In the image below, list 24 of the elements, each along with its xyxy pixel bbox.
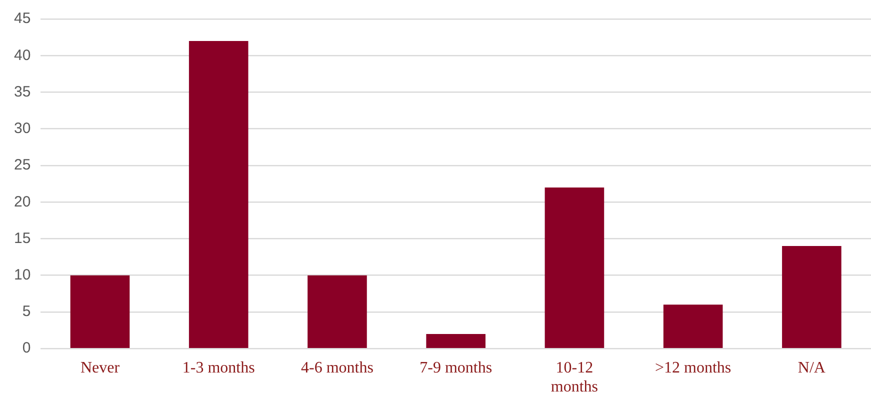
x-tick-label: N/A: [798, 359, 826, 376]
bar: [426, 334, 486, 348]
y-tick-label: 5: [22, 303, 31, 320]
bar: [308, 275, 367, 348]
y-tick-label: 35: [14, 83, 31, 100]
y-tick-label: 40: [14, 46, 31, 64]
bar: [782, 246, 842, 348]
x-tick-label: 1-3 months: [182, 359, 255, 376]
x-tick-label: Never: [80, 359, 120, 376]
bar: [70, 275, 130, 348]
x-tick-label: 7-9 months: [420, 359, 492, 376]
y-tick-label: 25: [14, 156, 31, 174]
y-tick-label: 10: [14, 266, 31, 284]
bar: [544, 187, 604, 348]
x-tick-label: 4-6 months: [301, 359, 374, 376]
bar: [188, 40, 248, 348]
y-tick-label: 20: [14, 193, 31, 210]
bar: [663, 304, 723, 348]
y-tick-label: 15: [14, 230, 31, 247]
x-tick-label: 10-12 months: [550, 359, 598, 396]
x-tick-label: >12 months: [655, 359, 732, 376]
y-tick-label: 45: [14, 10, 31, 28]
y-tick-label: 0: [22, 340, 31, 357]
y-tick-label: 30: [14, 120, 31, 138]
